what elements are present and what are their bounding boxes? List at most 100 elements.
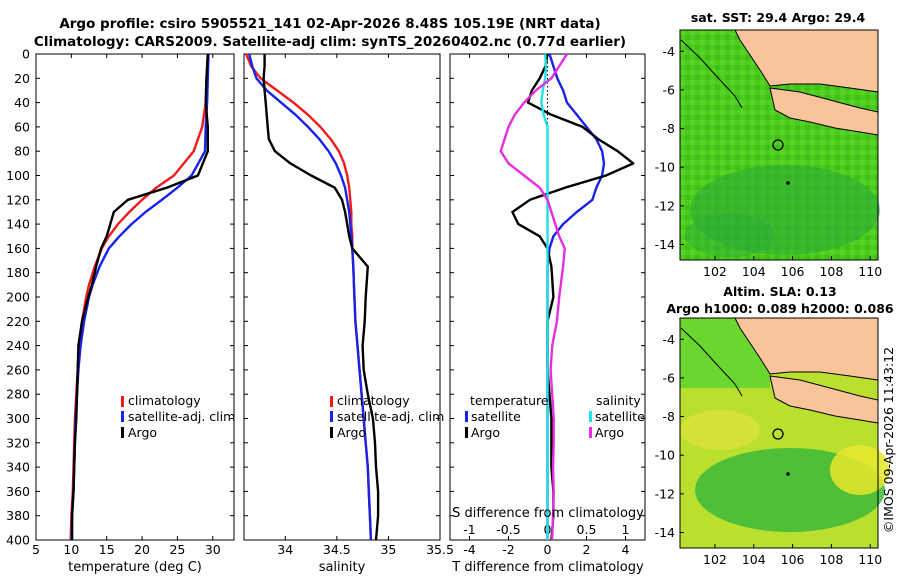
depth-tick-label: 300 [6,411,30,426]
lat-tick-label: -10 [655,448,675,463]
depth-tick-label: 140 [6,217,30,232]
legend-label-satellite: satellite-adj. clim [128,409,235,424]
x-tick-label: 25 [169,542,185,557]
s-difference-xlabel: S difference from climatology [452,506,644,521]
s-tick-label: -1 [463,522,475,537]
legend-label-argo: Argo [128,425,157,440]
series-line-temperature-argo [511,53,635,541]
legend-swatch-climatology [121,396,124,407]
lat-tick-label: -8 [663,409,676,424]
s-tick-label: -0.5 [496,522,520,537]
x-tick-label: 5 [32,542,40,557]
temperature-xlabel: temperature (deg C) [68,560,202,575]
series-line-satellite-adj-clim [70,53,210,541]
series-line-argo [70,53,210,540]
depth-tick-label: 100 [6,168,30,183]
java-land [769,375,879,424]
sla-map-frame [679,317,879,549]
lon-tick-label: 104 [742,264,766,279]
sst-cool-region [685,213,775,257]
sla-map-axes: 102 104 106 108 110 -4 -6 -8 -10 -12 -14 [655,332,883,567]
x-tick-label: 20 [134,542,150,557]
lat-tick-label: -4 [663,44,676,59]
salinity-panel [243,53,441,541]
depth-tick-label: 400 [6,533,30,548]
legend-label-s-argo: Argo [595,425,624,440]
x-tick-label: 2 [583,542,591,557]
temperature-plot: 5 10 15 20 25 30 [32,53,221,557]
legend-title-salinity: salinity [596,393,641,408]
salinity-legend: climatology satellite-adj. clim Argo [330,393,444,440]
legend-swatch-climatology [330,396,333,407]
depth-tick-label: 200 [6,290,30,305]
depth-tick-label: 20 [14,71,30,86]
legend-swatch-satellite [330,411,333,422]
argo-float-marker [772,139,784,151]
island-dot [786,472,790,476]
legend-title-temperature: temperature [470,393,549,408]
legend-swatch-argo [330,427,333,438]
temperature-panel [35,53,235,541]
lon-tick-label: 102 [703,552,727,567]
depth-tick-label: 380 [6,508,30,523]
legend-label-t-argo: Argo [471,425,500,440]
lon-tick-label: 110 [858,264,882,279]
x-tick-label: -4 [463,542,476,557]
sla-high-region [830,445,890,495]
s-tick-label: 0.5 [577,522,597,537]
x-tick-label: 34 [277,542,293,557]
sla-map-title-line2: Argo h1000: 0.089 h2000: 0.086 [666,301,894,316]
legend-swatch-satellite [121,411,124,422]
depth-axis: 0 20 40 60 80 100 120 140 160 180 200 220 240 260 280 3… [6,47,645,548]
legend-swatch-s-satellite [589,411,592,422]
x-tick-label: 15 [99,542,115,557]
lat-tick-label: -14 [655,525,675,540]
sst-map-frame [679,29,879,261]
x-tick-label: 35 [380,542,396,557]
depth-tick-label: 160 [6,241,30,256]
lon-tick-label: 104 [742,552,766,567]
lon-tick-label: 110 [858,552,882,567]
legend-swatch-argo [121,427,124,438]
depth-tick-label: 360 [6,484,30,499]
depth-tick-label: 240 [6,338,30,353]
sumatra-coastline [680,39,743,109]
sumatra-coastline [680,327,743,397]
temperature-legend: climatology satellite-adj. clim Argo [121,393,235,440]
argo-float-marker [772,428,784,440]
difference-legend: temperature satellite Argo salinity sate… [465,393,645,440]
lat-tick-label: -14 [655,237,675,252]
depth-tick-label: 340 [6,460,30,475]
depth-tick-label: 60 [14,119,30,134]
sla-map [679,317,890,549]
t-difference-xlabel: T difference from climatology [451,560,644,575]
salinity-plot: 34 34.5 35 35.5 [244,53,454,557]
lat-tick-label: -12 [655,198,675,213]
lat-tick-label: -4 [663,332,676,347]
legend-label-s-satellite: satellite [595,409,645,424]
depth-tick-label: 180 [6,265,30,280]
sla-map-title-line1: Altim. SLA: 0.13 [723,284,836,299]
sst-map-title: sat. SST: 29.4 Argo: 29.4 [691,10,866,25]
depth-tick-label: 320 [6,435,30,450]
legend-label-climatology: climatology [337,393,410,408]
legend-swatch-t-argo [465,427,468,438]
sla-high-region [680,410,760,450]
salinity-xlabel: salinity [319,560,366,575]
lon-tick-label: 102 [703,264,727,279]
depth-tick-label: 260 [6,362,30,377]
java-land [769,87,879,136]
chart-title-line2: Climatology: CARS2009. Satellite-adj cli… [34,34,626,50]
lat-tick-label: -12 [655,486,675,501]
legend-label-climatology: climatology [128,393,201,408]
depth-tick-label: 80 [14,144,30,159]
depth-tick-label: 280 [6,387,30,402]
legend-swatch-t-satellite [465,411,468,422]
lon-tick-label: 108 [819,264,843,279]
sst-map-axes: 102 104 106 108 110 -4 -6 -8 -10 -12 -14 [655,44,883,279]
lon-tick-label: 106 [781,552,805,567]
x-tick-label: 10 [63,542,79,557]
x-tick-label: 35.5 [426,542,454,557]
legend-label-t-satellite: satellite [471,409,521,424]
